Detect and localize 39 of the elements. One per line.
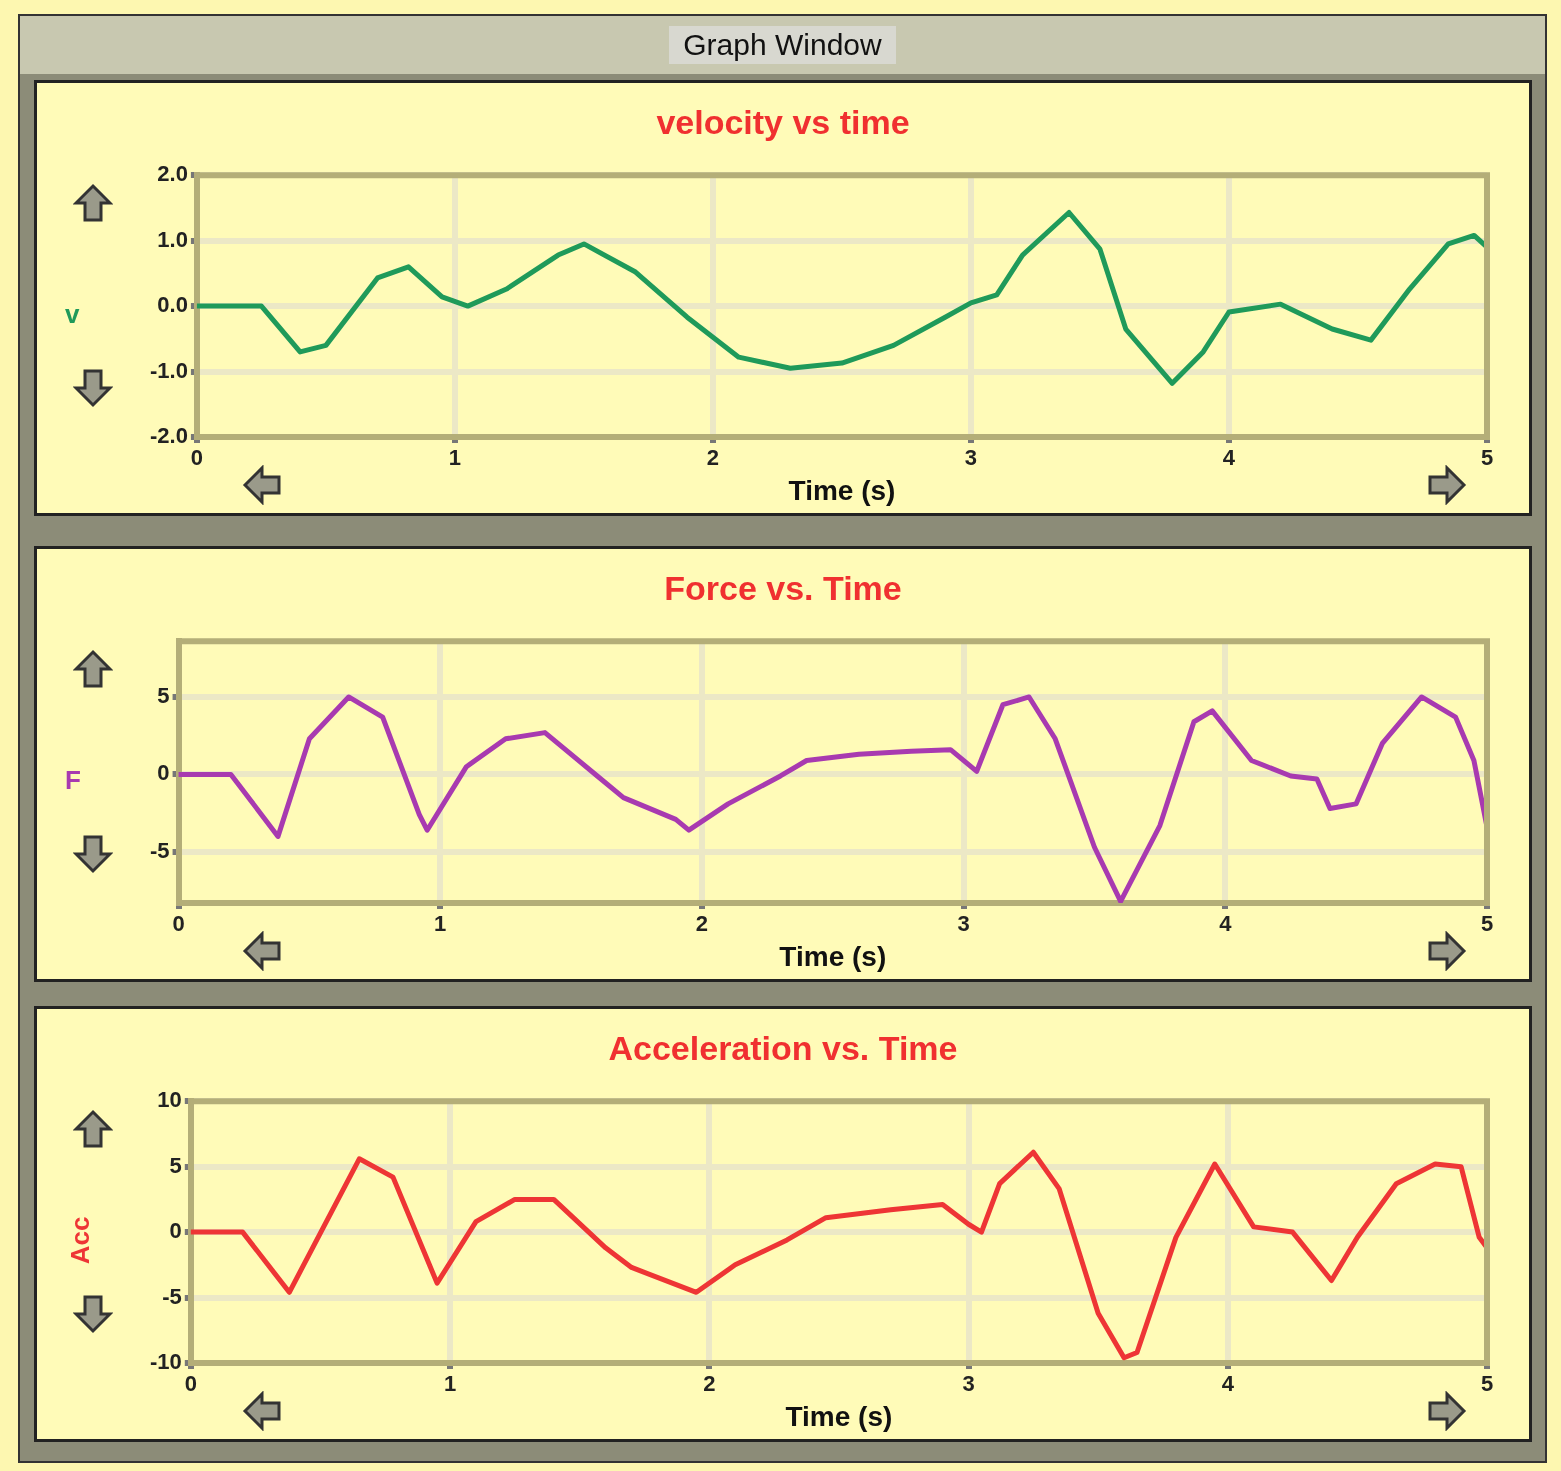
x-tick-label: 2 bbox=[703, 1371, 716, 1397]
y-tick-label: 10 bbox=[157, 1087, 182, 1113]
y-tick-label: 5 bbox=[157, 683, 170, 709]
y-tick-label: -1.0 bbox=[149, 357, 188, 383]
y-tick-label: 1.0 bbox=[157, 226, 188, 252]
x-tick-label: 5 bbox=[1480, 445, 1494, 471]
x-tick-label: 4 bbox=[1222, 445, 1236, 471]
x-axis-title: Time (s) bbox=[779, 940, 887, 972]
y-tick-label: -10 bbox=[150, 1349, 182, 1375]
y-axis-title: Acc bbox=[65, 1216, 97, 1265]
x-tick-label: 1 bbox=[443, 1371, 457, 1397]
x-tick-label: 4 bbox=[1221, 1371, 1235, 1397]
y-tick-label: 0 bbox=[169, 1218, 182, 1244]
x-tick-label: 3 bbox=[962, 1371, 975, 1397]
x-tick-label: 5 bbox=[1480, 1371, 1494, 1397]
x-tick-label: 1 bbox=[448, 445, 462, 471]
text: Graph Window bbox=[669, 26, 896, 64]
chart-title: Acceleration vs. Time bbox=[607, 1029, 959, 1068]
x-axis-title: Time (s) bbox=[785, 1400, 893, 1432]
x-tick-label: 0 bbox=[190, 445, 204, 471]
y-tick-label: 0.0 bbox=[157, 292, 188, 318]
x-tick-label: 2 bbox=[706, 445, 720, 471]
y-tick-label: 2.0 bbox=[157, 161, 188, 187]
x-tick-label: 3 bbox=[964, 445, 978, 471]
y-axis-title: v bbox=[65, 299, 80, 330]
y-tick-label: -2.0 bbox=[149, 423, 188, 449]
y-tick-label: -5 bbox=[162, 1283, 182, 1309]
x-tick-label: 3 bbox=[957, 911, 970, 937]
x-axis-title: Time (s) bbox=[788, 474, 896, 506]
x-tick-label: 1 bbox=[434, 911, 447, 937]
x-tick-label: 4 bbox=[1219, 911, 1233, 937]
y-axis-title: F bbox=[65, 765, 81, 796]
x-tick-label: 5 bbox=[1480, 911, 1494, 937]
chart-title: Force vs. Time bbox=[663, 569, 903, 608]
y-tick-label: 5 bbox=[169, 1152, 182, 1178]
x-tick-label: 2 bbox=[695, 911, 709, 937]
chart-title: velocity vs time bbox=[655, 103, 911, 142]
y-tick-label: 0 bbox=[157, 760, 170, 786]
y-tick-label: -5 bbox=[150, 837, 170, 863]
